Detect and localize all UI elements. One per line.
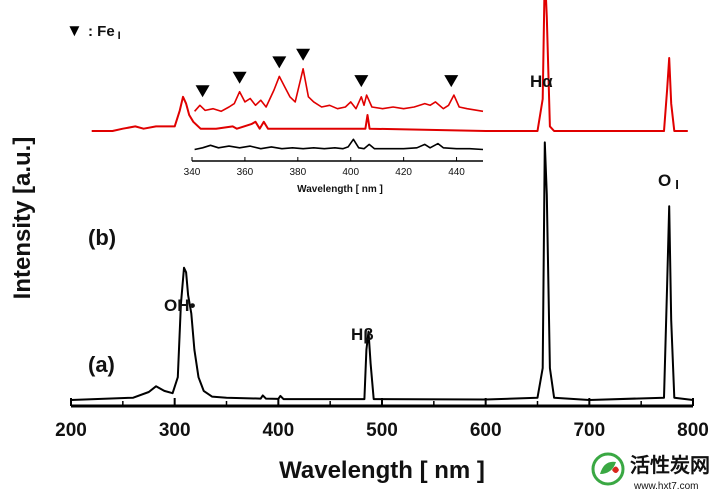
peak-label-halpha: Hα [530, 72, 553, 91]
inset-x-axis-title: Wavelength [ nm ] [297, 184, 383, 195]
watermark: 活性炭网 www.hxt7.com [591, 452, 710, 492]
curve-label-a: (a) [88, 352, 115, 377]
fe-marker-icon [444, 75, 459, 88]
inset-tick-label-380: 380 [289, 167, 306, 178]
watermark-logo-icon [591, 452, 625, 486]
watermark-url: www.hxt7.com [633, 481, 698, 492]
legend-label-main: : Fe [88, 23, 115, 40]
x-tick-label-500: 500 [366, 420, 398, 441]
legend-marker-icon: ▼ [66, 21, 83, 40]
inset-tick-label-440: 440 [448, 167, 465, 178]
fe-marker-icon [195, 85, 210, 98]
fe-markers [195, 48, 459, 98]
inset-tick-label-400: 400 [342, 167, 359, 178]
x-axis-title: Wavelength [ nm ] [279, 457, 485, 484]
fe-marker-icon [354, 75, 369, 88]
inset-ticks [191, 157, 458, 161]
fe-marker-icon [232, 71, 247, 84]
peak-label-hbeta: Hβ [351, 325, 374, 344]
fe-marker-icon [272, 56, 287, 69]
inset-line-black [194, 138, 484, 151]
inset-plot: 340 360 380 400 420 440 Wavelength [ nm ] [184, 48, 484, 195]
inset-tick-label-360: 360 [237, 167, 254, 178]
legend-label: : Fe I [88, 23, 121, 42]
inset-line-red [194, 68, 484, 113]
watermark-drop-icon [612, 466, 619, 473]
watermark-leaf-icon [600, 461, 616, 474]
fe-marker-icon [296, 48, 311, 61]
x-tick-label-700: 700 [573, 420, 605, 441]
x-tick-label-800: 800 [677, 420, 709, 441]
inset-tick-label-420: 420 [395, 167, 412, 178]
x-tick-label-300: 300 [159, 420, 191, 441]
x-tick-labels: 200 300 400 500 600 700 800 [55, 420, 709, 441]
inset-tick-label-340: 340 [184, 167, 201, 178]
main-series-group [70, 0, 694, 401]
peak-label-o-main: O [658, 171, 671, 190]
y-axis-title: Intensity [a.u.] [9, 137, 36, 300]
series-line-b [91, 0, 688, 132]
series-line-a [70, 141, 694, 401]
inset-series-group [194, 68, 484, 151]
peak-label-oh: OH• [164, 296, 196, 315]
inset-legend: ▼ : Fe I [66, 21, 121, 42]
x-tick-label-200: 200 [55, 420, 87, 441]
x-tick-label-400: 400 [262, 420, 294, 441]
main-axes: 200 300 400 500 600 700 800 [55, 398, 709, 441]
peak-label-o-sub: I [675, 177, 679, 192]
watermark-title: 活性炭网 [630, 454, 710, 477]
legend-label-sub: I [118, 30, 121, 42]
inset-tick-labels: 340 360 380 400 420 440 [184, 167, 466, 178]
curve-label-b: (b) [88, 225, 116, 250]
x-tick-label-600: 600 [470, 420, 502, 441]
